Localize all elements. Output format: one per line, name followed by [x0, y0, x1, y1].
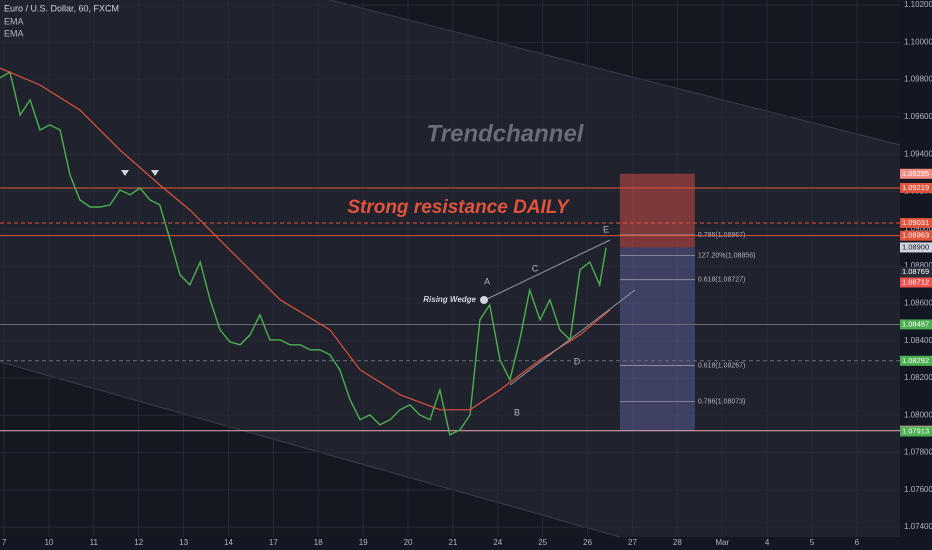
x-tick-label: 24	[493, 538, 502, 547]
x-tick-label: 14	[224, 538, 233, 547]
y-tick-label: 1.09000	[904, 224, 932, 233]
plot	[0, 67, 611, 436]
price-tag-label: 1.08769	[902, 267, 929, 276]
chart-title: Euro / U.S. Dollar, 60, FXCM	[4, 3, 119, 13]
x-tick-label: 18	[314, 538, 323, 547]
y-tick-label: 1.10200	[904, 0, 932, 9]
y-tick-label: 1.10000	[904, 37, 932, 46]
wedge-marker	[480, 296, 488, 304]
price-tag	[900, 230, 932, 241]
y-tick-label: 1.09600	[904, 112, 932, 121]
price-tag	[900, 426, 932, 437]
x-tick-label: 17	[269, 538, 278, 547]
stop-zone	[619, 173, 695, 248]
x-tick-label: 12	[134, 538, 143, 547]
y-tick-label: 1.08600	[904, 298, 932, 307]
y-tick-label: 1.07800	[904, 448, 932, 457]
channel-line	[0, 361, 621, 538]
price-tag-label: 1.08712	[902, 277, 929, 286]
x-tick-label: 5	[810, 538, 815, 547]
fib-label: 127.20%(1.08856)	[698, 252, 756, 259]
x-tick-label: 6	[855, 538, 860, 547]
fib-label: 0.618(1.08267)	[698, 362, 745, 369]
resistance-label: Strong resistance DAILY	[347, 197, 571, 218]
ema-line	[0, 67, 611, 411]
x-tick-label: 11	[90, 538, 99, 547]
wave-label: B	[514, 407, 520, 417]
price-tag	[900, 277, 932, 288]
x-tick-label: 7	[2, 538, 7, 547]
x-tick-label: 4	[765, 538, 770, 547]
wave-label: D	[574, 356, 581, 366]
price-tag-label: 1.08900	[902, 242, 929, 251]
y-tick-label: 1.09800	[904, 75, 932, 84]
price-tag	[900, 319, 932, 330]
wave-label: E	[603, 224, 609, 234]
wave-label: C	[532, 263, 539, 273]
price-line	[0, 70, 607, 436]
x-tick-label: 28	[673, 538, 682, 547]
price-tag	[900, 355, 932, 366]
price-tag-label: 1.09219	[902, 183, 929, 192]
y-tick-label: 1.08400	[904, 336, 932, 345]
price-tag-label: 1.07913	[902, 426, 929, 435]
x-tick-label: 27	[628, 538, 637, 547]
arrow-marker	[151, 170, 159, 176]
price-tag-label: 1.09031	[902, 218, 929, 227]
indicator-label: EMA	[4, 16, 24, 26]
x-tick-label: 26	[583, 538, 592, 547]
x-tick-label: 20	[404, 538, 413, 547]
arrow-marker	[121, 170, 129, 176]
wedge-line	[484, 239, 611, 301]
channel-line	[329, 0, 901, 146]
y-tick-label: 1.07600	[904, 485, 932, 494]
price-tag	[900, 266, 932, 277]
price-tag	[900, 218, 932, 229]
x-tick-label: Mar	[715, 538, 729, 547]
x-tick-label: 25	[538, 538, 547, 547]
x-tick-label: 19	[359, 538, 368, 547]
y-tick-label: 1.07400	[904, 522, 932, 531]
grid	[0, 0, 900, 537]
x-tick-label: 10	[44, 538, 53, 547]
y-tick-label: 1.09400	[904, 149, 932, 158]
price-tag	[900, 168, 932, 179]
fib-label: 0.618(1.08727)	[698, 277, 745, 284]
price-tag-label: 1.08292	[902, 356, 929, 365]
annotation-title: Trendchannel	[427, 120, 585, 147]
y-tick-label: 1.08000	[904, 410, 932, 419]
levels: 0.786(1.08967)127.20%(1.08856)0.618(1.08…	[0, 173, 900, 432]
pattern-label: Rising Wedge	[423, 295, 476, 304]
wedge-line	[509, 289, 636, 386]
y-tick-label: 1.08200	[904, 373, 932, 382]
target-zone	[619, 247, 695, 431]
fib-label: 0.786(1.08073)	[698, 398, 745, 405]
price-tag	[900, 182, 932, 193]
price-tag-label: 1.08487	[902, 319, 929, 328]
time-axis	[0, 537, 900, 550]
indicator-label: EMA	[4, 28, 24, 38]
x-tick-label: 21	[448, 538, 457, 547]
price-tag-label: 1.09295	[902, 169, 929, 178]
x-tick-label: 13	[179, 538, 188, 547]
price-tag-label: 1.08963	[902, 231, 929, 240]
wave-label: A	[484, 276, 490, 286]
y-tick-label: 1.08800	[904, 261, 932, 270]
price-tag	[900, 242, 932, 253]
